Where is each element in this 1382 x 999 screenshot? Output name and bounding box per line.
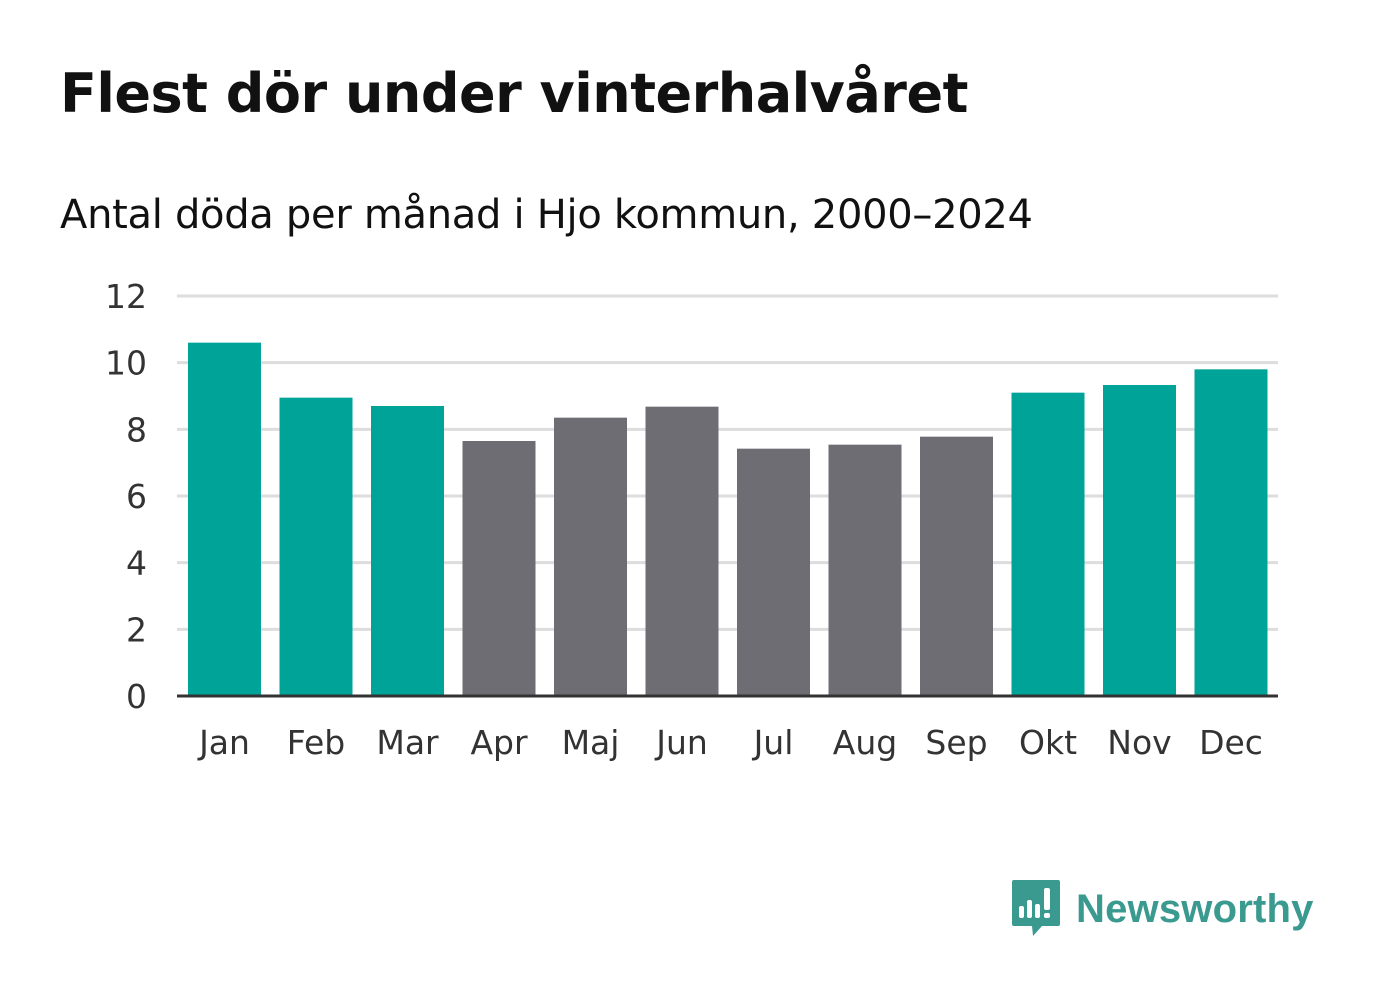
bar-okt [1011, 392, 1085, 696]
bar-nov [1103, 385, 1176, 696]
x-tick-label: Apr [470, 723, 528, 762]
y-tick-label: 2 [126, 610, 147, 649]
x-tick-label: Jan [197, 723, 250, 762]
bar-jul [737, 448, 810, 696]
axes: 0 2 4 6 8 10 12 Jan Feb Mar Apr Maj Jun Jul Aug Sep Okt N… [105, 277, 1278, 762]
y-tick-label: 6 [126, 477, 147, 516]
x-tick-label: Jun [654, 723, 708, 762]
x-tick-label: Maj [562, 723, 620, 762]
bars [188, 342, 1268, 696]
x-tick-label: Okt [1019, 723, 1077, 762]
brand-name: Newsworthy [1076, 886, 1314, 931]
newsworthy-logo-icon [1012, 880, 1060, 936]
bar-apr [462, 441, 536, 696]
chart-title: Flest dör under vinterhalvåret [60, 62, 968, 125]
bar-maj [554, 417, 627, 696]
x-tick-label: Feb [287, 723, 345, 762]
x-tick-label: Mar [376, 723, 439, 762]
x-tick-label: Sep [925, 723, 987, 762]
y-tick-label: 12 [105, 277, 147, 316]
y-tick-label: 10 [105, 344, 147, 383]
x-tick-label: Aug [833, 723, 897, 762]
chart-subtitle: Antal döda per månad i Hjo kommun, 2000–… [60, 192, 1033, 238]
y-tick-label: 4 [126, 544, 147, 583]
bar-dec [1194, 369, 1268, 696]
y-tick-label: 0 [126, 677, 147, 716]
grid-lines [177, 294, 1278, 631]
bar-jan [188, 342, 261, 696]
x-tick-label: Nov [1107, 723, 1171, 762]
bar-sep [920, 436, 993, 696]
x-tick-label: Dec [1199, 723, 1263, 762]
brand-logo: Newsworthy [1010, 878, 1314, 940]
bar-mar [371, 406, 444, 696]
x-tick-label: Jul [752, 723, 794, 762]
bar-aug [828, 444, 902, 696]
y-tick-label: 8 [126, 410, 147, 449]
bar-feb [279, 397, 353, 696]
bar-jun [645, 406, 719, 696]
